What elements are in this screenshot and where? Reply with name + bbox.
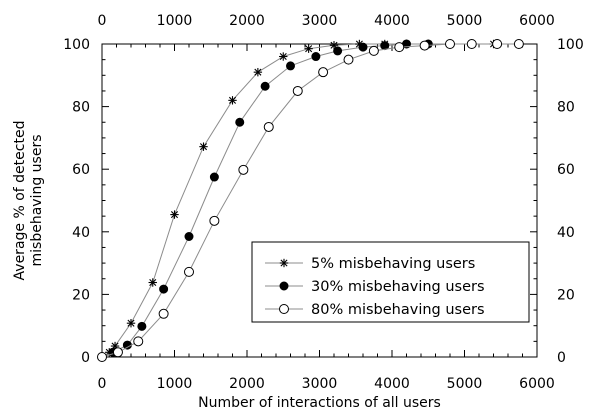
data-point (466, 39, 477, 49)
legend-entry-1: 5% misbehaving users (265, 256, 475, 272)
x-tick-label-bottom: 4000 (374, 376, 410, 392)
x-tick-label-bottom: 1000 (157, 376, 193, 392)
data-point (158, 308, 169, 319)
data-point (133, 336, 144, 347)
marker-stroke (149, 278, 157, 287)
data-point (112, 347, 123, 358)
data-point (235, 117, 245, 127)
data-point (286, 61, 295, 71)
data-point (318, 67, 329, 78)
data-point (209, 215, 220, 226)
data-point (228, 96, 237, 105)
legend-entry-3: 80% misbehaving users (265, 302, 485, 318)
data-point (253, 67, 263, 77)
x-tick-label-bottom: 5000 (447, 376, 483, 392)
y-axis-title-line-2: misbehaving users (29, 135, 45, 267)
data-point (159, 284, 169, 294)
data-point (343, 54, 354, 65)
y-tick-label-right: 0 (557, 350, 566, 366)
data-point (333, 46, 343, 56)
legend-entry-2: 30% misbehaving users (265, 279, 485, 295)
y-tick-label-right: 40 (557, 225, 575, 241)
data-point (445, 39, 455, 49)
x-tick-label-bottom: 0 (98, 376, 107, 392)
y-tick-label-left: 40 (72, 225, 90, 241)
data-point (137, 321, 147, 331)
y-tick-label-right: 60 (557, 162, 575, 178)
x-tick-label-top: 3000 (302, 13, 338, 29)
data-point (238, 164, 249, 175)
legend-marker (279, 281, 289, 291)
legend: 5% misbehaving users 30% misbehaving user… (251, 241, 530, 323)
x-tick-label-bottom: 3000 (302, 376, 338, 392)
data-point (184, 231, 194, 241)
marker-stroke (170, 211, 179, 219)
y-tick-label-left: 0 (81, 350, 90, 366)
data-point (492, 39, 503, 49)
data-point (263, 121, 274, 132)
series-layer (97, 39, 524, 362)
data-point (368, 45, 379, 56)
legend-label: 5% misbehaving users (311, 256, 475, 272)
y-tick-label-right: 80 (557, 100, 575, 116)
x-tick-label-top: 2000 (229, 13, 265, 29)
x-tick-label-top: 5000 (447, 13, 483, 29)
marker-stroke (254, 68, 262, 76)
data-point (97, 352, 107, 362)
marker-stroke (280, 259, 288, 267)
y-tick-label-left: 60 (72, 162, 90, 178)
data-point (358, 42, 368, 52)
y-tick-label-left: 20 (72, 287, 90, 303)
x-tick-label-top: 0 (98, 13, 107, 29)
y-tick-label-left: 100 (63, 37, 90, 53)
data-point (292, 85, 303, 96)
x-tick-label-bottom: 2000 (229, 376, 265, 392)
data-point (419, 40, 430, 51)
legend-label: 80% misbehaving users (311, 302, 485, 318)
data-point (513, 39, 524, 49)
marker-stroke (355, 40, 363, 48)
x-tick-label-top: 4000 (374, 13, 410, 29)
data-point (199, 142, 208, 151)
data-point (394, 42, 405, 53)
data-point (209, 172, 219, 182)
data-point (122, 340, 132, 350)
marker-stroke (199, 143, 208, 151)
series-3 (97, 39, 524, 362)
axis-tick-labels: 0010001000200020003000300040004000500050… (63, 13, 583, 392)
legend-label: 30% misbehaving users (311, 279, 485, 295)
data-point (311, 52, 321, 62)
y-tick-label-right: 20 (557, 287, 575, 303)
y-tick-label-left: 80 (72, 100, 90, 116)
marker-stroke (279, 52, 287, 61)
y-axis-title-line-1: Average % of detected (12, 121, 28, 281)
data-point (304, 44, 313, 53)
marker-stroke (127, 319, 135, 327)
data-point (170, 210, 179, 219)
marker-stroke (330, 41, 338, 49)
data-point (260, 81, 270, 91)
data-point (126, 318, 136, 328)
legend-marker (279, 304, 289, 314)
x-tick-label-top: 1000 (157, 13, 193, 29)
data-point (184, 266, 194, 277)
x-tick-label-top: 6000 (519, 13, 555, 29)
marker-stroke (305, 45, 313, 53)
marker-stroke (228, 96, 237, 104)
x-axis-title: Number of interactions of all users (198, 395, 441, 411)
legend-marker (279, 258, 289, 268)
y-tick-label-right: 100 (557, 37, 584, 53)
data-point (148, 278, 157, 287)
x-tick-label-bottom: 6000 (519, 376, 555, 392)
y-axis-title: Average % of detected misbehaving users (12, 121, 45, 281)
axis-ticks (101, 43, 538, 358)
data-point (279, 52, 288, 61)
